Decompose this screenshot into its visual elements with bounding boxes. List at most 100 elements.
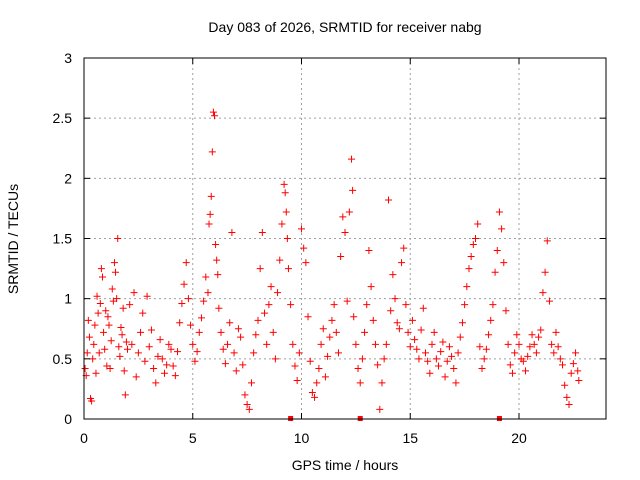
data-point bbox=[152, 379, 160, 387]
data-point bbox=[213, 256, 221, 264]
y-tick-label: 3 bbox=[64, 50, 72, 66]
data-point bbox=[215, 304, 223, 312]
data-point bbox=[334, 349, 342, 357]
data-point bbox=[376, 405, 384, 413]
data-point bbox=[574, 367, 582, 375]
data-point bbox=[200, 297, 208, 305]
data-point bbox=[326, 333, 334, 341]
data-point bbox=[206, 210, 214, 218]
data-point bbox=[532, 349, 540, 357]
data-point bbox=[278, 220, 286, 228]
data-point bbox=[226, 319, 234, 327]
data-point bbox=[263, 340, 271, 348]
data-point bbox=[94, 309, 102, 317]
data-point bbox=[452, 379, 460, 387]
data-point bbox=[485, 331, 493, 339]
data-point bbox=[317, 340, 325, 348]
y-axis-label: SRMTID / TECUs bbox=[5, 184, 21, 294]
data-point bbox=[207, 192, 215, 200]
y-tick-label: 1.5 bbox=[53, 231, 73, 247]
data-point bbox=[143, 292, 151, 300]
data-point bbox=[119, 304, 127, 312]
data-point bbox=[189, 340, 197, 348]
data-point bbox=[374, 361, 382, 369]
data-point bbox=[569, 360, 577, 368]
data-point bbox=[472, 235, 479, 242]
data-point bbox=[204, 289, 212, 297]
data-point bbox=[108, 285, 116, 293]
data-point bbox=[389, 271, 397, 279]
data-point bbox=[328, 316, 336, 324]
data-point bbox=[454, 349, 462, 357]
data-point bbox=[243, 401, 251, 409]
x-tick-label: 5 bbox=[189, 430, 197, 446]
data-point bbox=[267, 283, 275, 291]
data-point bbox=[247, 379, 255, 387]
data-point bbox=[563, 393, 571, 401]
data-point bbox=[217, 328, 225, 336]
data-point bbox=[154, 352, 162, 360]
data-point bbox=[234, 325, 242, 333]
data-point bbox=[114, 235, 122, 242]
data-point bbox=[105, 321, 113, 329]
data-point bbox=[107, 337, 115, 345]
data-point bbox=[349, 186, 357, 194]
data-point bbox=[348, 155, 356, 163]
data-point bbox=[93, 292, 101, 300]
data-point bbox=[88, 397, 96, 405]
data-point bbox=[458, 319, 466, 327]
data-point bbox=[230, 349, 238, 357]
data-point bbox=[116, 352, 124, 360]
data-point bbox=[378, 379, 386, 387]
data-point bbox=[280, 180, 288, 188]
data-point bbox=[84, 316, 92, 324]
data-point bbox=[191, 357, 199, 365]
data-point bbox=[358, 355, 366, 363]
data-point bbox=[363, 301, 371, 309]
data-point bbox=[115, 343, 123, 351]
data-point bbox=[256, 265, 264, 273]
data-point bbox=[393, 319, 401, 327]
data-point bbox=[522, 367, 530, 375]
data-point bbox=[118, 331, 126, 339]
data-point bbox=[302, 259, 310, 267]
data-point bbox=[274, 289, 282, 297]
data-point bbox=[208, 148, 216, 156]
data-point bbox=[202, 273, 210, 281]
data-point bbox=[100, 328, 108, 336]
data-point bbox=[130, 289, 138, 297]
data-point bbox=[169, 362, 177, 370]
data-point bbox=[156, 336, 164, 344]
data-point bbox=[528, 331, 536, 339]
data-point bbox=[232, 367, 240, 375]
data-point bbox=[258, 228, 266, 236]
data-point bbox=[295, 349, 303, 357]
data-point bbox=[113, 295, 121, 303]
data-point bbox=[482, 345, 490, 353]
data-point bbox=[122, 338, 130, 346]
data-point bbox=[337, 253, 345, 261]
data-point bbox=[550, 349, 558, 357]
data-point bbox=[214, 271, 222, 279]
data-point bbox=[315, 364, 323, 372]
data-point bbox=[500, 259, 508, 267]
data-point bbox=[476, 343, 484, 351]
data-point bbox=[330, 301, 338, 309]
data-point bbox=[559, 361, 566, 369]
data-point bbox=[432, 355, 440, 363]
data-point bbox=[324, 352, 332, 360]
data-point bbox=[187, 321, 195, 329]
data-point bbox=[132, 373, 140, 381]
data-point bbox=[365, 247, 373, 255]
y-tick-label: 0 bbox=[64, 411, 72, 427]
data-point bbox=[91, 321, 99, 329]
data-point bbox=[441, 373, 449, 381]
data-point bbox=[137, 328, 145, 336]
data-point bbox=[95, 349, 103, 357]
y-tick-label: 2 bbox=[64, 170, 72, 186]
data-point bbox=[304, 313, 312, 321]
data-point bbox=[552, 328, 560, 336]
data-point bbox=[413, 345, 421, 353]
data-point bbox=[163, 361, 171, 369]
